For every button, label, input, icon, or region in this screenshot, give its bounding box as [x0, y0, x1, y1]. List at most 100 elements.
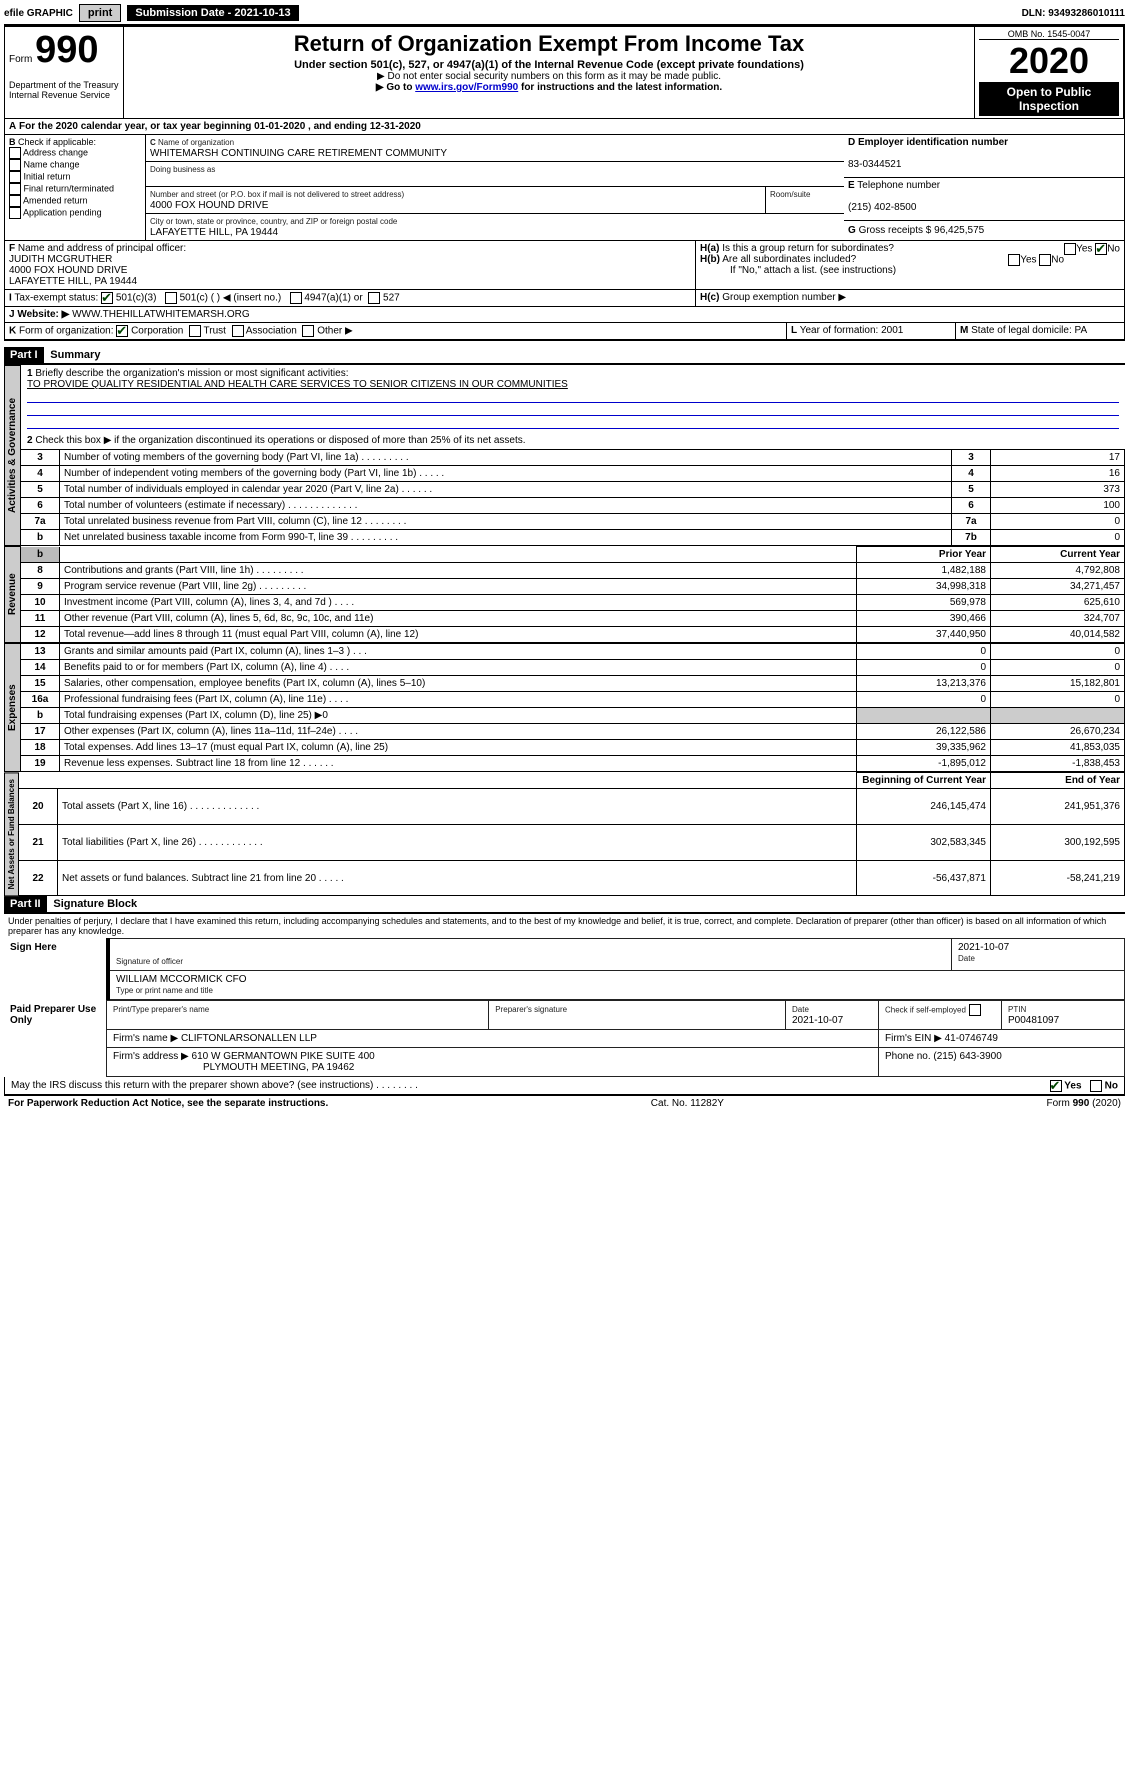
vtab-governance: Activities & Governance — [4, 365, 21, 546]
table-row: 7aTotal unrelated business revenue from … — [21, 514, 1125, 530]
table-row: 3Number of voting members of the governi… — [21, 450, 1125, 466]
table-row: 16aProfessional fundraising fees (Part I… — [21, 692, 1125, 708]
org-street: 4000 FOX HOUND DRIVE — [150, 200, 268, 211]
hb-no[interactable] — [1039, 254, 1051, 266]
form-word: Form — [9, 54, 32, 65]
year-formation: 2001 — [881, 325, 903, 336]
cb-address[interactable] — [9, 147, 21, 159]
cb-4947[interactable] — [290, 292, 302, 304]
ptin: P00481097 — [1008, 1015, 1059, 1026]
paid-preparer-block: Paid Preparer Use Only Print/Type prepar… — [4, 1000, 1125, 1077]
discuss-row: May the IRS discuss this return with the… — [4, 1077, 1125, 1095]
submission-date: Submission Date - 2021-10-13 — [127, 5, 298, 21]
cb-527[interactable] — [368, 292, 380, 304]
vtab-expenses: Expenses — [4, 643, 21, 772]
website: WWW.THEHILLATWHITEMARSH.ORG — [72, 309, 250, 320]
table-row: bTotal fundraising expenses (Part IX, co… — [21, 708, 1125, 724]
print-button[interactable]: print — [79, 4, 121, 22]
box-b: B Check if applicable: Address change Na… — [5, 135, 146, 240]
title-cell: Return of Organization Exempt From Incom… — [124, 27, 975, 118]
form-note2: ▶ Go to www.irs.gov/Form990 for instruct… — [128, 82, 970, 93]
line-i: I Tax-exempt status: 501(c)(3) 501(c) ( … — [4, 290, 1125, 307]
org-city: LAFAYETTE HILL, PA 19444 — [150, 227, 278, 238]
table-row: 15Salaries, other compensation, employee… — [21, 676, 1125, 692]
tax-year: 2020 — [979, 40, 1119, 82]
revenue-section: Revenue b Prior Year Current Year 8Contr… — [4, 546, 1125, 643]
table-row: 6Total number of volunteers (estimate if… — [21, 498, 1125, 514]
open-inspection: Open to Public Inspection — [979, 82, 1119, 116]
discuss-no[interactable] — [1090, 1080, 1102, 1092]
entity-block: B Check if applicable: Address change Na… — [4, 135, 1125, 241]
table-row: bNet unrelated business taxable income f… — [21, 530, 1125, 546]
cb-selfemp[interactable] — [969, 1004, 981, 1016]
firm-name: CLIFTONLARSONALLEN LLP — [181, 1033, 317, 1044]
footer: For Paperwork Reduction Act Notice, see … — [4, 1095, 1125, 1111]
year-cell: OMB No. 1545-0047 2020 Open to Public In… — [975, 27, 1124, 118]
part1-body: Activities & Governance 1 Briefly descri… — [4, 365, 1125, 546]
mission: TO PROVIDE QUALITY RESIDENTIAL AND HEALT… — [27, 379, 568, 390]
cb-assoc[interactable] — [232, 325, 244, 337]
irs-link[interactable]: www.irs.gov/Form990 — [415, 82, 518, 93]
part1-header: Part I Summary — [4, 347, 1125, 363]
dept-treasury: Department of the Treasury — [9, 80, 119, 90]
cb-corp[interactable] — [116, 325, 128, 337]
table-row: 18Total expenses. Add lines 13–17 (must … — [21, 740, 1125, 756]
omb: OMB No. 1545-0047 — [979, 29, 1119, 40]
cb-501c3[interactable] — [101, 292, 113, 304]
exp-table: 13Grants and similar amounts paid (Part … — [21, 643, 1125, 772]
cb-501c[interactable] — [165, 292, 177, 304]
box-c: C Name of organization WHITEMARSH CONTIN… — [146, 135, 844, 240]
table-row: 17Other expenses (Part IX, column (A), l… — [21, 724, 1125, 740]
gross-receipts: 96,425,575 — [934, 225, 984, 236]
table-row: 14Benefits paid to or for members (Part … — [21, 660, 1125, 676]
cb-pending[interactable] — [9, 207, 21, 219]
form-title: Return of Organization Exempt From Incom… — [128, 31, 970, 57]
table-row: 21Total liabilities (Part X, line 26) . … — [19, 824, 1125, 860]
line-j: J Website: ▶ WWW.THEHILLATWHITEMARSH.ORG — [4, 307, 1125, 323]
org-name: WHITEMARSH CONTINUING CARE RETIREMENT CO… — [150, 148, 447, 159]
cb-other[interactable] — [302, 325, 314, 337]
officer-name: JUDITH MCGRUTHER — [9, 254, 112, 265]
ha-no[interactable] — [1095, 243, 1107, 255]
table-row: 4Number of independent voting members of… — [21, 466, 1125, 482]
expenses-section: Expenses 13Grants and similar amounts pa… — [4, 643, 1125, 772]
form-number-cell: Form 990 Department of the Treasury Inte… — [5, 27, 124, 118]
table-row: 5Total number of individuals employed in… — [21, 482, 1125, 498]
vtab-revenue: Revenue — [4, 546, 21, 643]
table-row: 11Other revenue (Part VIII, column (A), … — [21, 611, 1125, 627]
ha-yes[interactable] — [1064, 243, 1076, 255]
table-row: 8Contributions and grants (Part VIII, li… — [21, 563, 1125, 579]
line-klm: K Form of organization: Corporation Trus… — [4, 323, 1125, 341]
state-domicile: PA — [1075, 325, 1088, 336]
form-number: 990 — [35, 29, 98, 71]
netassets-section: Net Assets or Fund Balances Beginning of… — [4, 772, 1125, 896]
table-row: 19Revenue less expenses. Subtract line 1… — [21, 756, 1125, 772]
form-note1: ▶ Do not enter social security numbers o… — [128, 71, 970, 82]
hb-yes[interactable] — [1008, 254, 1020, 266]
cb-name[interactable] — [9, 159, 21, 171]
firm-ein: 41-0746749 — [945, 1033, 998, 1044]
net-table: Beginning of Current Year End of Year 20… — [19, 772, 1125, 896]
cb-final[interactable] — [9, 183, 21, 195]
fh-block: F Name and address of principal officer:… — [4, 241, 1125, 290]
cb-amended[interactable] — [9, 195, 21, 207]
ein: 83-0344521 — [848, 159, 901, 170]
rev-table: b Prior Year Current Year 8Contributions… — [21, 546, 1125, 643]
table-row: 12Total revenue—add lines 8 through 11 (… — [21, 627, 1125, 643]
table-row: 13Grants and similar amounts paid (Part … — [21, 644, 1125, 660]
table-row: 22Net assets or fund balances. Subtract … — [19, 860, 1125, 896]
top-bar: efile GRAPHIC print Submission Date - 20… — [4, 4, 1125, 26]
efile-label: efile GRAPHIC — [4, 8, 73, 19]
line-a: A For the 2020 calendar year, or tax yea… — [4, 119, 1125, 135]
cb-trust[interactable] — [189, 325, 201, 337]
dln: DLN: 93493286010111 — [1022, 8, 1125, 19]
discuss-yes[interactable] — [1050, 1080, 1062, 1092]
irs-label: Internal Revenue Service — [9, 90, 119, 100]
box-deg: D Employer identification number 83-0344… — [844, 135, 1124, 240]
cb-initial[interactable] — [9, 171, 21, 183]
gov-table: 3Number of voting members of the governi… — [21, 449, 1125, 546]
table-row: 20Total assets (Part X, line 16) . . . .… — [19, 789, 1125, 825]
form-subtitle: Under section 501(c), 527, or 4947(a)(1)… — [128, 59, 970, 71]
officer-printed: WILLIAM MCCORMICK CFO — [116, 974, 247, 985]
table-row: 10Investment income (Part VIII, column (… — [21, 595, 1125, 611]
